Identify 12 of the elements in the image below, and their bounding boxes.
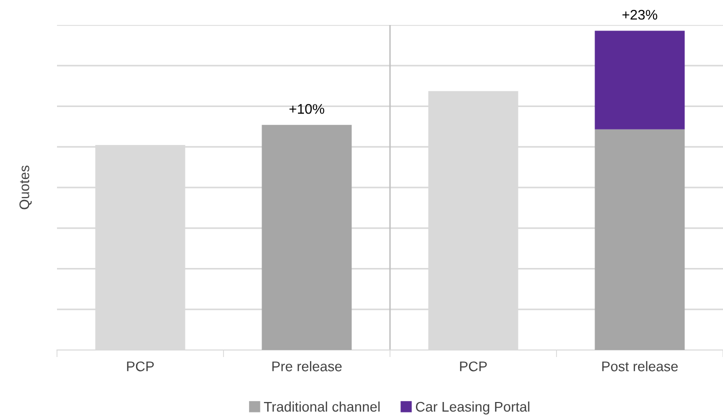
annotation: +10% bbox=[289, 104, 324, 114]
x-tick-label: Pre release bbox=[272, 361, 342, 372]
legend-label: Traditional channel bbox=[264, 402, 380, 412]
legend-label: Car Leasing Portal bbox=[416, 402, 530, 414]
x-tick-label: Post release bbox=[602, 361, 678, 372]
x-tick-label: PCP bbox=[460, 361, 487, 372]
y-axis-title: Quotes bbox=[19, 166, 32, 210]
annotation: +23% bbox=[622, 10, 658, 20]
bar bbox=[594, 30, 685, 130]
bar bbox=[594, 129, 685, 350]
x-tick-label: PCP bbox=[127, 361, 154, 372]
bar bbox=[262, 124, 352, 350]
